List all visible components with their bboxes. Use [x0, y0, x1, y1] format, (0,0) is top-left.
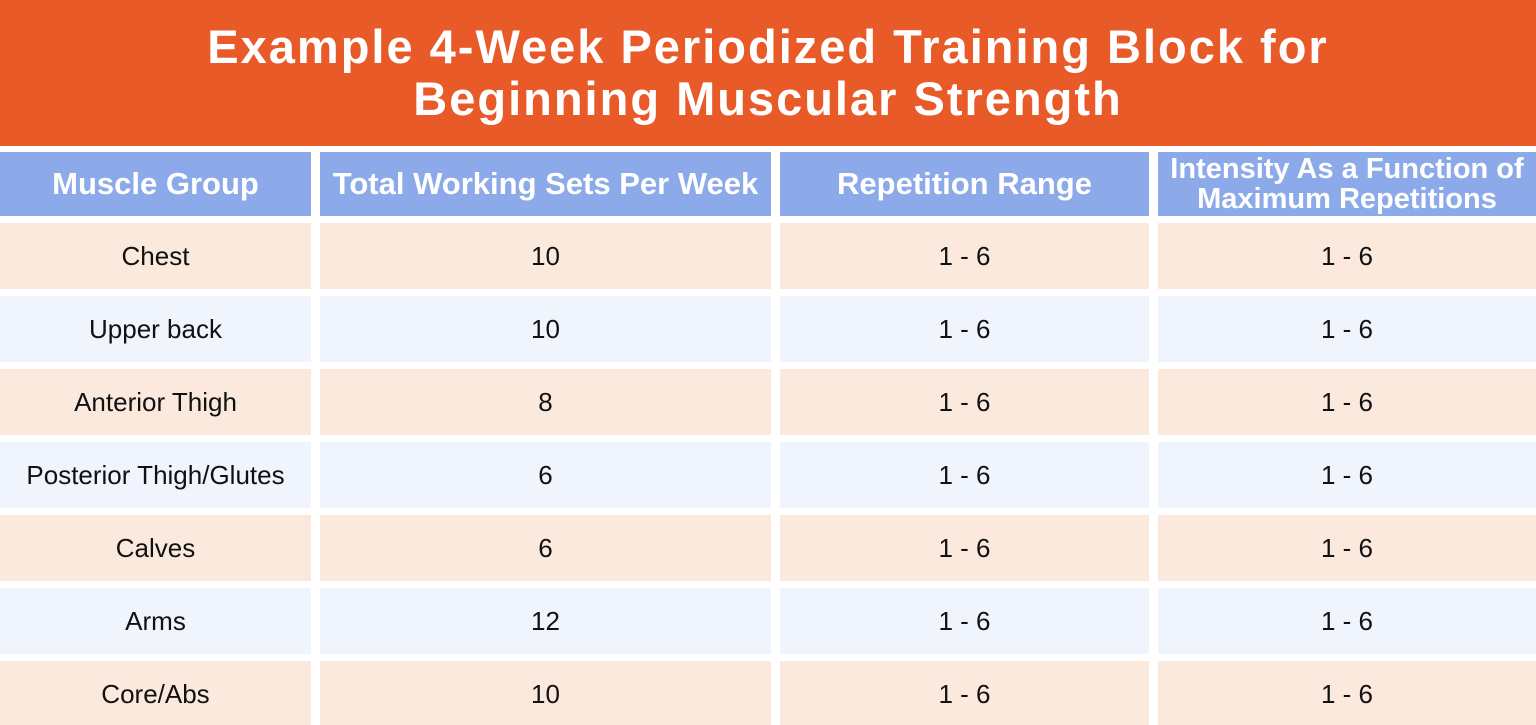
cell-intensity-row-5: 1 - 6 — [1158, 515, 1536, 581]
cell-muscle-group-row-1: Chest — [0, 223, 311, 289]
cell-intensity-row-2: 1 - 6 — [1158, 296, 1536, 362]
cell-repetition-range-row-4: 1 - 6 — [780, 442, 1149, 508]
cell-muscle-group-row-2: Upper back — [0, 296, 311, 362]
column-header-total-working-sets: Total Working Sets Per Week — [320, 152, 771, 216]
cell-muscle-group-row-5: Calves — [0, 515, 311, 581]
cell-intensity-row-1: 1 - 6 — [1158, 223, 1536, 289]
cell-total-working-sets-row-3: 8 — [320, 369, 771, 435]
training-table: Muscle Group Total Working Sets Per Week R… — [0, 152, 1536, 725]
cell-total-working-sets-row-4: 6 — [320, 442, 771, 508]
cell-repetition-range-row-7: 1 - 6 — [780, 661, 1149, 725]
cell-intensity-row-4: 1 - 6 — [1158, 442, 1536, 508]
cell-repetition-range-row-3: 1 - 6 — [780, 369, 1149, 435]
cell-repetition-range-row-5: 1 - 6 — [780, 515, 1149, 581]
cell-intensity-row-3: 1 - 6 — [1158, 369, 1536, 435]
cell-total-working-sets-row-2: 10 — [320, 296, 771, 362]
page-title-line-2: Beginning Muscular Strength — [413, 72, 1123, 125]
column-header-muscle-group: Muscle Group — [0, 152, 311, 216]
cell-total-working-sets-row-7: 10 — [320, 661, 771, 725]
cell-repetition-range-row-1: 1 - 6 — [780, 223, 1149, 289]
column-header-repetition-range: Repetition Range — [780, 152, 1149, 216]
column-header-intensity: Intensity As a Function of Maximum Repet… — [1158, 152, 1536, 216]
cell-muscle-group-row-3: Anterior Thigh — [0, 369, 311, 435]
page-title-line-1: Example 4-Week Periodized Training Block… — [207, 20, 1329, 73]
cell-repetition-range-row-6: 1 - 6 — [780, 588, 1149, 654]
title-banner: Example 4-Week Periodized Training Block… — [0, 0, 1536, 146]
cell-total-working-sets-row-5: 6 — [320, 515, 771, 581]
cell-muscle-group-row-4: Posterior Thigh/Glutes — [0, 442, 311, 508]
cell-total-working-sets-row-1: 10 — [320, 223, 771, 289]
cell-muscle-group-row-6: Arms — [0, 588, 311, 654]
cell-muscle-group-row-7: Core/Abs — [0, 661, 311, 725]
cell-intensity-row-7: 1 - 6 — [1158, 661, 1536, 725]
cell-total-working-sets-row-6: 12 — [320, 588, 771, 654]
cell-repetition-range-row-2: 1 - 6 — [780, 296, 1149, 362]
cell-intensity-row-6: 1 - 6 — [1158, 588, 1536, 654]
